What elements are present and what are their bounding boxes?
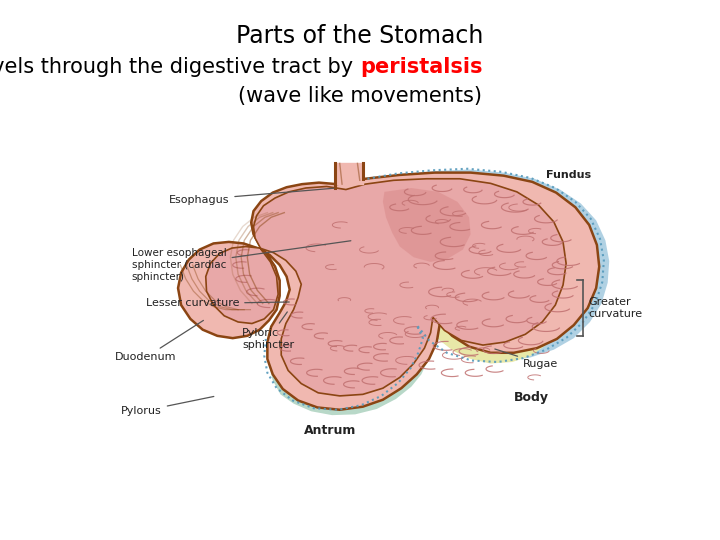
Text: peristalsis: peristalsis xyxy=(360,57,482,77)
Polygon shape xyxy=(383,188,471,262)
Text: Fundus: Fundus xyxy=(546,170,591,180)
Text: (wave like movements): (wave like movements) xyxy=(238,86,482,106)
Polygon shape xyxy=(269,357,428,415)
Polygon shape xyxy=(417,224,564,363)
Polygon shape xyxy=(369,170,609,361)
Polygon shape xyxy=(178,173,599,410)
Text: Body: Body xyxy=(514,391,549,404)
Text: Antrum: Antrum xyxy=(305,424,356,437)
Text: Lower esophageal
sphincter (cardiac
sphincter): Lower esophageal sphincter (cardiac sphi… xyxy=(132,241,351,281)
Text: Rugae: Rugae xyxy=(495,349,558,369)
Text: Greater
curvature: Greater curvature xyxy=(588,298,642,319)
Text: Duodenum: Duodenum xyxy=(115,320,204,362)
Text: Lesser curvature: Lesser curvature xyxy=(145,299,289,308)
Polygon shape xyxy=(206,179,566,396)
Text: Pylorus: Pylorus xyxy=(121,396,214,416)
Text: Esophagus: Esophagus xyxy=(168,188,334,205)
Text: Pyloric
sphincter: Pyloric sphincter xyxy=(242,312,294,350)
Text: Parts of the Stomach: Parts of the Stomach xyxy=(236,24,484,48)
Text: Food travels through the digestive tract by: Food travels through the digestive tract… xyxy=(0,57,360,77)
